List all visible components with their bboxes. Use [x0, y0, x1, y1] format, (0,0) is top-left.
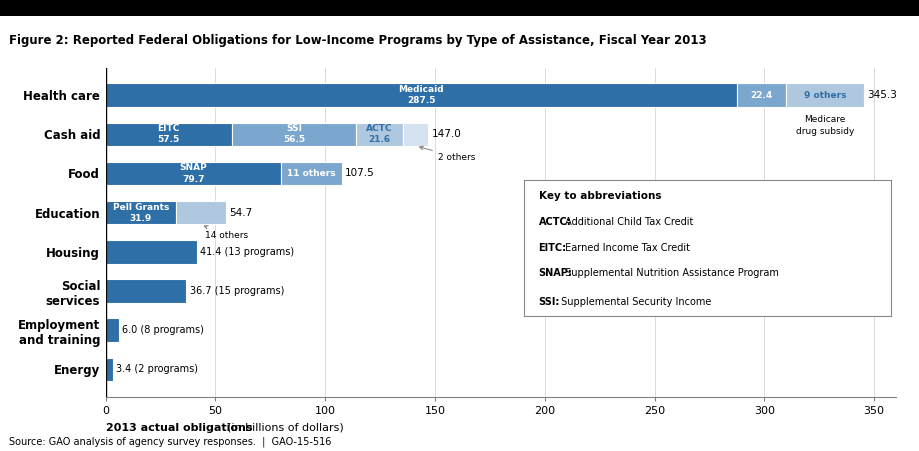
Text: Supplemental Nutrition Assistance Program: Supplemental Nutrition Assistance Progra… [562, 268, 779, 278]
Bar [106, 123, 232, 146]
Bar [106, 201, 176, 225]
Text: Earned Income Tax Credit: Earned Income Tax Credit [562, 243, 690, 253]
Text: 41.4 (13 programs): 41.4 (13 programs) [199, 247, 294, 257]
Bar [232, 123, 356, 146]
Bar [106, 358, 113, 381]
Text: 11 others: 11 others [287, 169, 335, 178]
Text: (in billions of dollars): (in billions of dollars) [227, 423, 344, 433]
Bar [106, 162, 280, 185]
Bar [106, 240, 197, 264]
Bar [356, 123, 403, 146]
Bar [737, 83, 786, 107]
Text: 3.4 (2 programs): 3.4 (2 programs) [117, 364, 199, 374]
Text: SNAP
79.7: SNAP 79.7 [179, 163, 207, 184]
Text: 36.7 (15 programs): 36.7 (15 programs) [189, 286, 284, 296]
Text: Key to abbreviations: Key to abbreviations [539, 191, 661, 201]
Bar [176, 201, 226, 225]
Text: 147.0: 147.0 [432, 129, 461, 139]
Text: 2 others: 2 others [420, 146, 475, 161]
Text: Medicaid
287.5: Medicaid 287.5 [399, 85, 444, 105]
Text: ACTC
21.6: ACTC 21.6 [367, 124, 393, 144]
Text: 22.4: 22.4 [750, 91, 773, 100]
Bar [403, 123, 428, 146]
Text: SSI
56.5: SSI 56.5 [283, 124, 305, 144]
Text: Medicare
drug subsidy: Medicare drug subsidy [796, 115, 854, 136]
Text: 6.0 (8 programs): 6.0 (8 programs) [122, 325, 204, 335]
Text: EITC:: EITC: [539, 243, 567, 253]
Bar [786, 83, 864, 107]
Text: Source: GAO analysis of agency survey responses.  |  GAO-15-516: Source: GAO analysis of agency survey re… [9, 436, 332, 447]
Text: 345.3: 345.3 [867, 90, 897, 100]
Text: Supplemental Security Income: Supplemental Security Income [558, 297, 711, 307]
Text: 9 others: 9 others [803, 91, 846, 100]
Text: SNAP:: SNAP: [539, 268, 573, 278]
Text: Figure 2: Reported Federal Obligations for Low-Income Programs by Type of Assist: Figure 2: Reported Federal Obligations f… [9, 34, 707, 47]
Text: SSI:: SSI: [539, 297, 560, 307]
Text: ACTC:: ACTC: [539, 217, 572, 227]
Text: 14 others: 14 others [204, 226, 248, 240]
Bar [106, 318, 119, 342]
Text: 54.7: 54.7 [229, 207, 253, 218]
Text: Additional Child Tax Credit: Additional Child Tax Credit [562, 217, 694, 227]
Text: EITC
57.5: EITC 57.5 [158, 124, 180, 144]
Bar [106, 279, 187, 303]
Text: 2013 actual obligations: 2013 actual obligations [106, 423, 252, 433]
Text: Pell Grants
31.9: Pell Grants 31.9 [112, 202, 169, 223]
Bar [106, 83, 737, 107]
Text: 107.5: 107.5 [345, 169, 375, 179]
Bar [280, 162, 342, 185]
